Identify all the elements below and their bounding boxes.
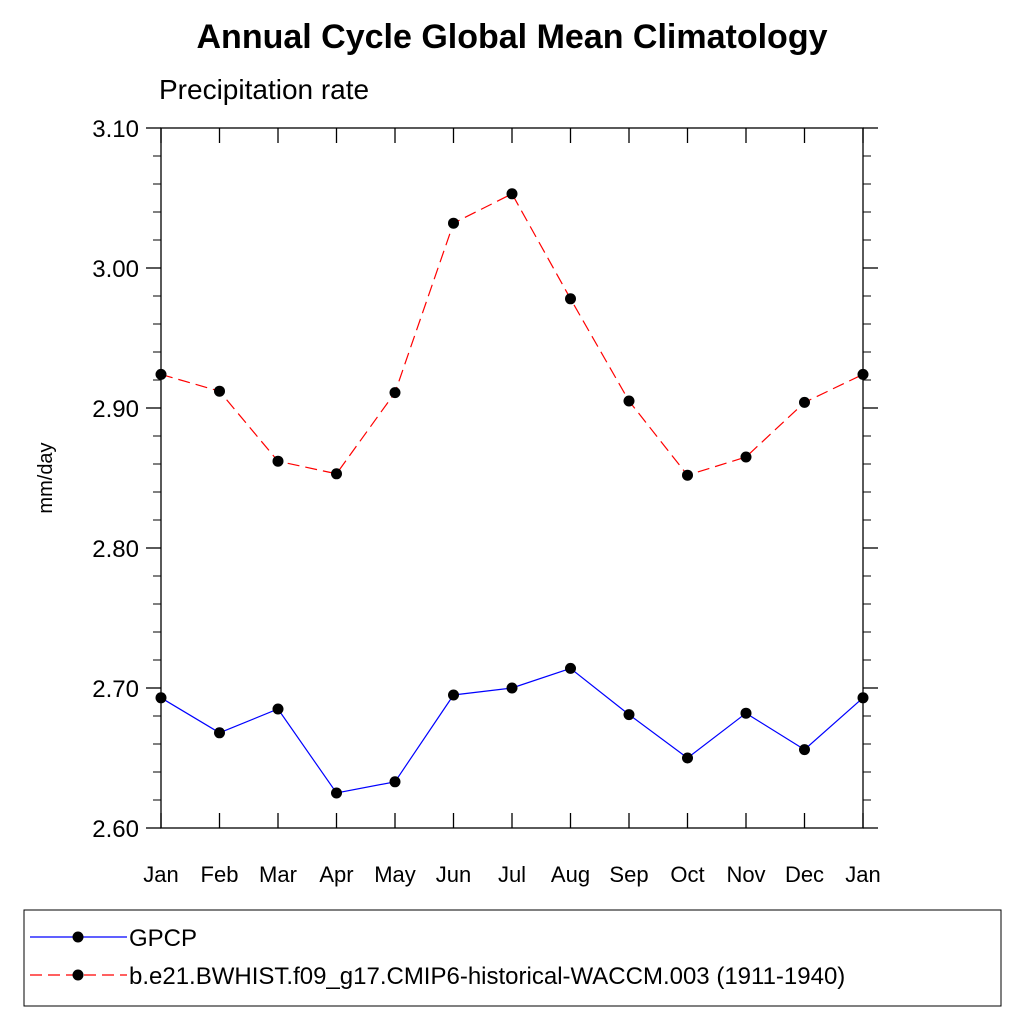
series-0-point (857, 692, 869, 704)
x-tick-label: Mar (259, 862, 297, 887)
series-1-point (272, 455, 284, 467)
legend-label-0: GPCP (129, 925, 197, 952)
chart-subtitle: Precipitation rate (159, 74, 369, 105)
series-0-point (155, 692, 167, 704)
series-1-point (448, 217, 459, 229)
y-tick-label: 3.00 (92, 256, 139, 283)
x-tick-label: Apr (319, 862, 353, 887)
y-tick-label: 2.70 (92, 676, 139, 703)
series-0-point (506, 682, 518, 694)
plot-frame (160, 127, 864, 829)
x-tick-label: Aug (551, 862, 590, 887)
series-0-point (331, 787, 342, 799)
series-0-point (565, 662, 576, 674)
legend-marker-1 (72, 969, 84, 981)
x-tick-label: May (374, 862, 416, 887)
x-tick-label: Sep (609, 862, 648, 887)
series-line-1 (160, 193, 864, 476)
series-1-point (389, 387, 401, 399)
x-tick-label: Jun (436, 862, 471, 887)
x-tick-label: Feb (201, 862, 239, 887)
series-0-point (448, 689, 459, 701)
series-1-point (565, 293, 576, 305)
series-1-point (623, 395, 635, 407)
series-0-point (389, 776, 401, 788)
x-tick-label: Jan (845, 862, 880, 887)
y-tick-label: 3.10 (92, 116, 139, 143)
y-axis-label: mm/day (35, 442, 57, 513)
chart-title: Annual Cycle Global Mean Climatology (197, 18, 828, 56)
x-tick-label: Jul (498, 862, 526, 887)
series-0-point (799, 744, 810, 756)
x-tick-label: Jan (143, 862, 178, 887)
legend-box (23, 909, 1002, 1007)
series-1-point (799, 396, 810, 408)
series-1-point (506, 188, 518, 200)
y-tick-label: 2.80 (92, 536, 139, 563)
ticks-group: 2.60 2.70 2.80 2.90 3.00 3.10 Jan Feb Mar Apr May J… (92, 116, 880, 887)
legend-marker-0 (72, 931, 84, 943)
series-0-point (682, 752, 693, 764)
legend: GPCP b.e21.BWHIST.f09_g17.CMIP6-historica… (30, 925, 845, 990)
legend-label-1: b.e21.BWHIST.f09_g17.CMIP6-historical-WA… (129, 963, 845, 990)
x-tick-label: Oct (670, 862, 704, 887)
x-tick-label: Nov (726, 862, 765, 887)
series-0-point (740, 707, 752, 719)
x-tick-label: Dec (785, 862, 824, 887)
series-1-point (214, 385, 225, 397)
series-1-point (682, 469, 693, 481)
series-1-point (857, 368, 869, 380)
series-1-point (155, 368, 167, 380)
y-tick-label: 2.60 (92, 816, 139, 843)
series-0-point (214, 727, 225, 739)
y-tick-label: 2.90 (92, 396, 139, 423)
series-1-point (740, 451, 752, 463)
series-0-point (272, 703, 284, 715)
series-1-point (331, 468, 342, 480)
series-0-point (623, 709, 635, 721)
series-group (155, 188, 869, 799)
